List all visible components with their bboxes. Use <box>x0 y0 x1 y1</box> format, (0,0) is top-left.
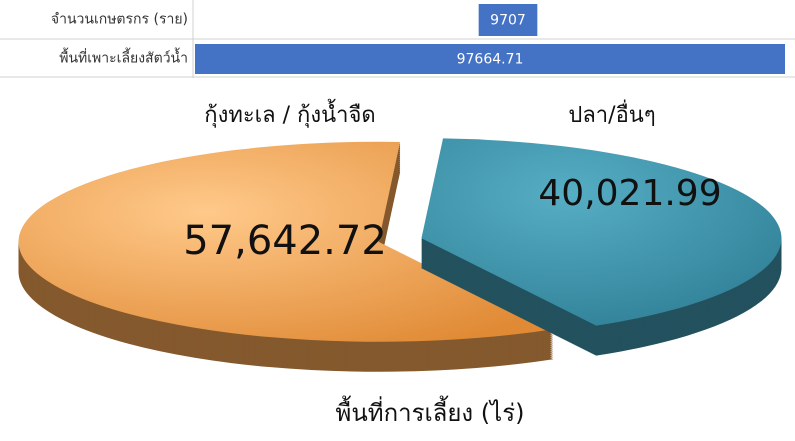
category-label: ปลา/อื่นๆ <box>568 99 655 128</box>
slice-value: 57,642.72 <box>183 218 387 264</box>
bar-value: 97664.71 <box>457 52 524 68</box>
row-label: จำนวนเกษตรกร (ราย) <box>51 12 188 28</box>
slice <box>18 141 554 342</box>
slice <box>421 138 782 326</box>
category-label: กุ้งทะเล / กุ้งน้ำจืด <box>204 99 375 128</box>
bar <box>478 4 538 36</box>
row-label: พื้นที่เพาะเลี้ยงสัตว์น้ำ <box>59 48 188 67</box>
chart-title: พื้นที่การเลี้ยง (ไร่) <box>336 395 525 427</box>
slice-value: 40,021.99 <box>538 173 721 214</box>
bar <box>195 44 785 74</box>
bar-value: 9707 <box>490 13 526 29</box>
